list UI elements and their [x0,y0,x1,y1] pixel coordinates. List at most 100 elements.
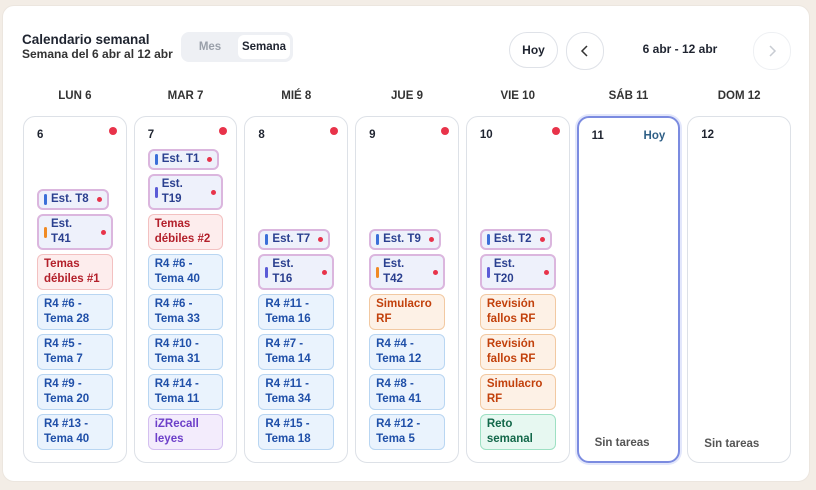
review-task[interactable]: R4 #6 - Tema 40 [147,254,224,290]
day-number-row: 9 [369,129,445,149]
exam-task[interactable]: Revisión fallos RF [479,294,556,330]
weak-task[interactable]: Temas débiles #1 [37,254,113,290]
task-bar [265,234,269,245]
review-task[interactable]: R4 #6 - Tema 33 [147,294,224,330]
review-task[interactable]: R4 #6 - Tema 28 [37,294,113,330]
prev-icon [580,45,588,57]
day-number-row: 6 [37,129,113,149]
today-label: Hoy [643,130,666,142]
task-label: Est. T1 [161,153,200,165]
task-label: Est. T7 [272,233,311,245]
study-task[interactable]: Est. T8 [37,189,109,210]
task-label: Est. T19 [161,178,183,205]
day-header: MAR 7 [167,90,204,102]
exam-task[interactable]: Simulacro RF [479,374,556,410]
review-task[interactable]: R4 #10 - Tema 31 [147,334,224,370]
task-dot [318,237,324,242]
day-number-row: 10 [480,129,556,149]
task-label: Est. T20 [493,258,515,285]
study-task[interactable]: Est. T41 [37,214,113,250]
day-number: 10 [479,129,493,141]
day-card[interactable]: 6 Est. T8 Est. T41 Temas débiles #1 R4 #6 - … [23,116,127,463]
study-task[interactable]: Est. T7 [258,229,331,250]
day-number-row: 12 [701,129,777,149]
task-bar [376,266,380,278]
study-task[interactable]: Est. T16 [258,254,335,290]
view-tabs: Mes Semana [181,32,293,62]
study-task[interactable]: Est. T20 [479,254,556,290]
day-number: 8 [258,129,265,141]
next-icon [769,45,777,57]
task-label: Est. T8 [51,193,89,205]
day-number: 12 [701,129,715,141]
task-list: Est. T2 Est. T20 Revisión fallos RF Revisió… [479,229,556,450]
day-card[interactable]: 11 Hoy Sin tareas [576,116,681,463]
review-task[interactable]: R4 #11 - Tema 34 [258,374,335,410]
task-dot [428,237,434,242]
review-task[interactable]: R4 #14 - Tema 11 [147,374,224,410]
empty-label: Sin tareas [594,437,650,449]
day-card[interactable]: 9 Est. T9 Est. T42 Simulacro RF R4 #4 - Tema… [355,116,459,463]
review-task[interactable]: R4 #5 - Tema 7 [37,334,113,370]
today-button[interactable]: Hoy [509,32,558,68]
task-bar [486,234,490,245]
task-label: Est. T9 [383,233,421,245]
day-number: 6 [37,129,44,141]
study-task[interactable]: Est. T19 [147,174,224,210]
empty-label: Sin tareas [704,438,760,450]
weak-task[interactable]: Temas débiles #2 [147,214,224,250]
task-bar [486,266,490,278]
review-task[interactable]: R4 #8 - Tema 41 [369,374,445,410]
next-button[interactable] [753,32,791,70]
calendar-panel: Calendario semanal Semana del 6 abr al 1… [2,5,810,482]
day-dot [551,127,560,135]
day-number-row: 8 [258,129,334,149]
review-task[interactable]: R4 #13 - Tema 40 [37,414,113,450]
review-task[interactable]: R4 #11 - Tema 16 [258,294,335,330]
review-task[interactable]: R4 #9 - Tema 20 [37,374,113,410]
day-dot [440,127,449,135]
review-task[interactable]: R4 #7 - Tema 14 [258,334,335,370]
task-bar [154,186,158,198]
task-dot [432,269,438,275]
study-task[interactable]: Est. T1 [147,149,220,170]
day-card[interactable]: 7 Est. T1 Est. T19 Temas débiles #2 R4 #6 - … [133,116,238,463]
day-dot [219,127,228,135]
subtitle: Semana del 6 abr al 12 abr [22,47,173,61]
view-tab[interactable]: Mes [198,41,222,53]
task-dot [96,197,102,202]
task-label: Est. T16 [272,258,294,285]
task-dot [100,229,106,235]
day-card[interactable]: 12 Sin tareas [687,116,791,463]
day-card[interactable]: 8 Est. T7 Est. T16 R4 #11 - Tema 16 R4 #7 - … [244,116,349,463]
recall-task[interactable]: iZRecall leyes [147,414,224,450]
challenge-task[interactable]: Reto semanal [479,414,556,450]
week-grid: LUN 6 MAR 7 MIÉ 8 JUE 9 VIE 10 SÁB 11 DOM 12 6 E… [23,88,791,463]
day-number: 11 [591,130,604,142]
day-dot [108,127,117,135]
task-bar [265,266,269,278]
review-task[interactable]: R4 #15 - Tema 18 [258,414,335,450]
date-range: 6 abr - 12 abr [642,42,718,56]
study-task[interactable]: Est. T9 [369,229,441,250]
day-number-row: 11 Hoy [592,130,666,150]
prev-button[interactable] [566,32,604,70]
exam-task[interactable]: Simulacro RF [369,294,445,330]
task-label: Est. T41 [51,218,73,245]
exam-task[interactable]: Revisión fallos RF [479,334,556,370]
task-list: Est. T8 Est. T41 Temas débiles #1 R4 #6 - T… [37,189,113,450]
task-list: Est. T7 Est. T16 R4 #11 - Tema 16 R4 #7 - T… [258,229,335,450]
view-tab[interactable]: Semana [238,35,290,59]
review-task[interactable]: R4 #12 - Tema 5 [369,414,445,450]
title: Calendario semanal [22,32,150,47]
task-dot [207,157,213,162]
task-bar [376,234,380,245]
study-task[interactable]: Est. T42 [369,254,445,290]
review-task[interactable]: R4 #4 - Tema 12 [369,334,445,370]
task-list: Est. T9 Est. T42 Simulacro RF R4 #4 - Tema … [369,229,445,450]
day-header: DOM 12 [717,90,761,102]
day-dot [330,127,339,135]
study-task[interactable]: Est. T2 [479,229,552,250]
day-number-row: 7 [148,129,224,149]
day-card[interactable]: 10 Est. T2 Est. T20 Revisión fallos RF Revis… [465,116,570,463]
